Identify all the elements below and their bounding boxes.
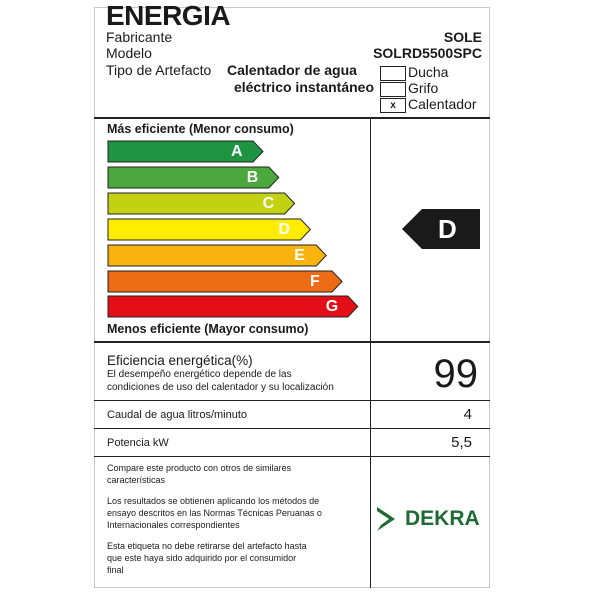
divider <box>94 400 490 401</box>
energy-class-letter: E <box>294 246 305 264</box>
flow-label: Caudal de agua litros/minuto <box>107 409 248 421</box>
power-label: Potencia kW <box>107 437 169 449</box>
note-line: Esta etiqueta no debe retirarse del arte… <box>107 541 307 551</box>
note-line: Internacionales correspondientes <box>107 520 240 530</box>
column-divider <box>370 118 371 588</box>
modelo-label: Modelo <box>106 45 152 61</box>
tipo-label: Tipo de Artefacto <box>106 62 212 78</box>
checkbox-ducha <box>380 66 406 81</box>
divider <box>94 428 490 429</box>
rating-indicator: D <box>402 209 480 249</box>
energy-class-bar-f: F <box>107 270 343 292</box>
note-results: Los resultados se obtienen aplicando los… <box>107 495 322 531</box>
flow-value: 4 <box>463 406 472 423</box>
checkbox-grifo <box>380 82 406 97</box>
energy-class-bar-b: B <box>107 166 280 189</box>
checkbox-calentador: x <box>380 98 406 113</box>
label-title: ENERGIA <box>106 0 231 31</box>
scale-top-label: Más eficiente (Menor consumo) <box>107 122 294 136</box>
efficiency-note-2: condiciones de uso del calentador y su l… <box>107 382 334 393</box>
option-calentador: Calentador <box>408 96 477 112</box>
scale-bottom-label: Menos eficiente (Mayor consumo) <box>107 322 309 336</box>
energy-class-letter: B <box>246 168 259 186</box>
energy-label <box>94 7 490 588</box>
modelo-value: SOLRD5500SPC <box>373 45 482 61</box>
power-value: 5,5 <box>451 434 472 451</box>
tipo-value-2: eléctrico instantáneo <box>233 79 374 95</box>
divider <box>94 117 490 119</box>
energy-class-bar-d: D <box>107 218 312 241</box>
energy-class-letter: F <box>310 272 320 290</box>
efficiency-note-1: El desempeño energético depende de las <box>107 369 292 380</box>
note-line: Los resultados se obtienen aplicando los… <box>107 496 320 506</box>
note-compare: Compare este producto con otros de simil… <box>107 462 291 486</box>
energy-class-bar-e: E <box>107 244 327 267</box>
dekra-logo: DEKRA <box>375 505 485 535</box>
option-ducha: Ducha <box>408 64 449 80</box>
tipo-value-1: Calentador de agua <box>227 62 357 78</box>
efficiency-value: 99 <box>433 352 479 396</box>
rating-letter: D <box>438 214 457 244</box>
dekra-text: DEKRA <box>405 507 480 530</box>
energy-class-bar-c: C <box>107 192 296 215</box>
note-line: final <box>107 565 124 575</box>
note-line: ensayo descritos en las Normas Técnicas … <box>107 508 322 518</box>
energy-class-letter: C <box>262 194 275 212</box>
energy-class-letter: A <box>231 143 243 160</box>
dekra-mark-icon <box>377 507 395 531</box>
energy-class-bar-g: G <box>107 295 359 318</box>
fabricante-value: SOLE <box>443 29 482 45</box>
note-line: que este haya sido adquirido por el cons… <box>107 553 297 563</box>
efficiency-label: Eficiencia energética(%) <box>107 353 253 368</box>
note-line: características <box>107 475 166 485</box>
energy-class-letter: D <box>278 220 290 238</box>
option-grifo: Grifo <box>408 80 439 96</box>
divider <box>94 456 490 457</box>
note-line: Compare este producto con otros de simil… <box>107 463 292 473</box>
energy-class-letter: G <box>325 298 339 316</box>
note-keep-label: Esta etiqueta no debe retirarse del arte… <box>107 540 307 576</box>
divider <box>94 341 490 343</box>
fabricante-label: Fabricante <box>106 29 173 45</box>
energy-class-bar-a: A <box>107 140 264 163</box>
